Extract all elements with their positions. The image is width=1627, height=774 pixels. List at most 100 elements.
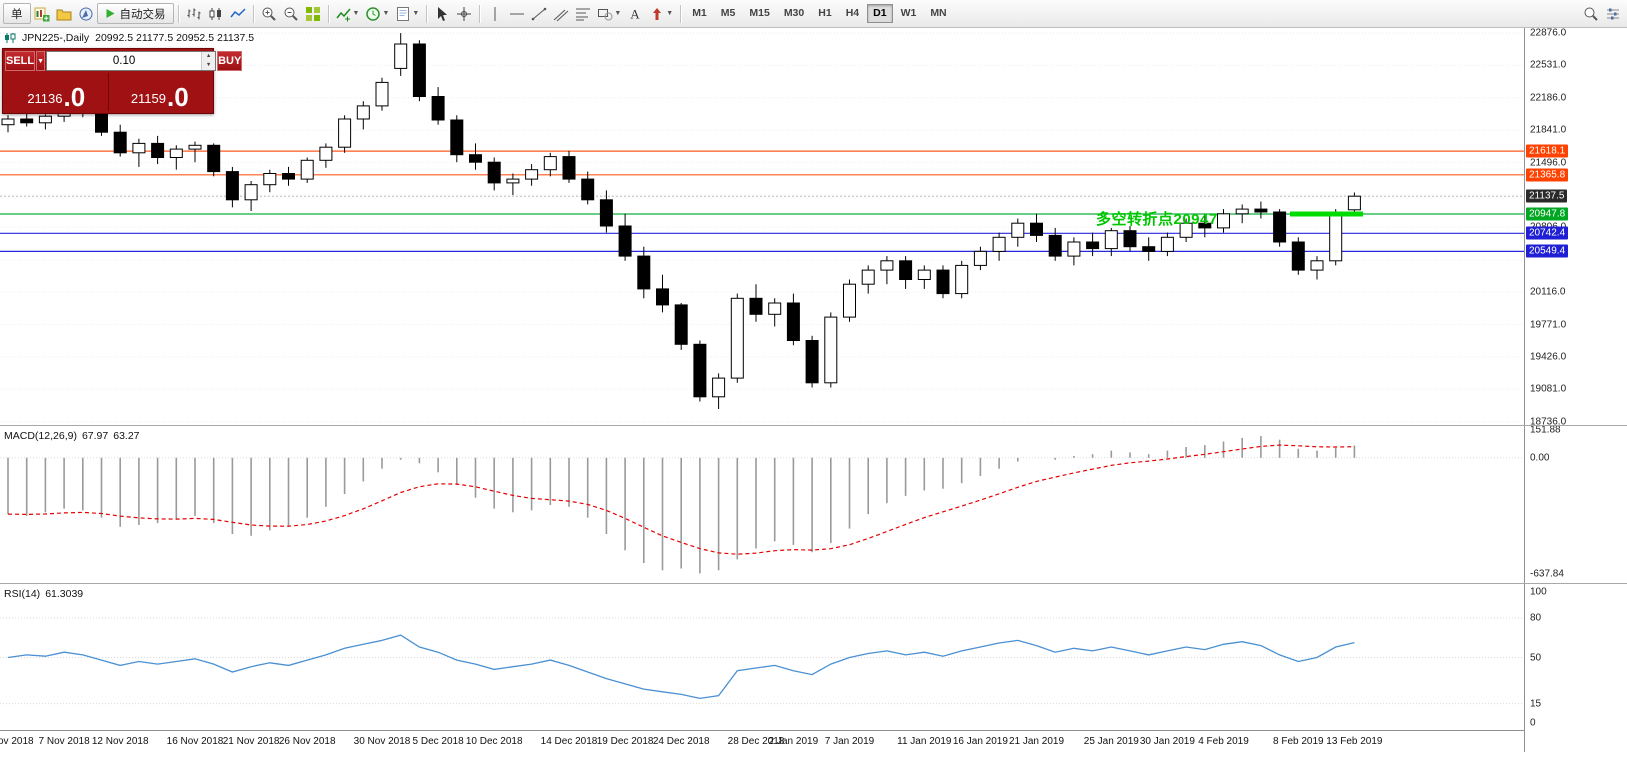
- timeframe-m5-button[interactable]: M5: [715, 4, 742, 23]
- date-label: 30 Nov 2018: [353, 736, 411, 747]
- timeframe-w1-button[interactable]: W1: [895, 4, 923, 23]
- crosshair-button[interactable]: [453, 3, 475, 25]
- bar-chart-button[interactable]: [183, 3, 205, 25]
- rsi-indicator-label: RSI(14) 61.3039: [4, 588, 84, 600]
- volume-input[interactable]: [47, 52, 202, 70]
- cursor-button[interactable]: [431, 3, 453, 25]
- vertical-line-button[interactable]: [484, 3, 506, 25]
- text-button[interactable]: A: [624, 3, 646, 25]
- buy-price[interactable]: 21159.0: [130, 81, 189, 112]
- shapes-button[interactable]: ▼: [594, 3, 624, 25]
- date-label: 5 Dec 2018: [412, 736, 464, 747]
- price-axis-label: 20116.0: [1530, 286, 1566, 298]
- panel-divider[interactable]: [0, 583, 1627, 584]
- trade-options-dropdown[interactable]: ▼: [36, 51, 46, 71]
- periods-button[interactable]: ▼: [362, 3, 392, 25]
- chart-title: JPN225-,Daily 20992.5 21177.5 20952.5 21…: [4, 32, 254, 44]
- indicators-button[interactable]: ▼: [333, 3, 363, 25]
- date-label: 24 Dec 2018: [652, 736, 710, 747]
- chart-window[interactable]: JPN225-,Daily 20992.5 21177.5 20952.5 21…: [0, 28, 1627, 774]
- macd-axis-label: -637.84: [1530, 568, 1564, 579]
- horizontal-line-button[interactable]: [506, 3, 528, 25]
- rsi-panel[interactable]: [0, 585, 1524, 730]
- svg-text:A: A: [631, 6, 641, 21]
- price-line-tag: 20947.8: [1526, 207, 1569, 221]
- rsi-axis-label: 0: [1530, 717, 1536, 729]
- tile-windows-button[interactable]: [302, 3, 324, 25]
- price-axis-label: 22186.0: [1530, 92, 1567, 104]
- rsi-axis-label: 50: [1530, 652, 1542, 663]
- date-label: 25 Jan 2019: [1083, 736, 1139, 747]
- sell-button[interactable]: SELL: [5, 51, 36, 71]
- timeframe-m30-button[interactable]: M30: [778, 4, 810, 23]
- price-axis-label: 22876.0: [1530, 27, 1567, 39]
- date-label: 8 Feb 2019: [1272, 736, 1324, 747]
- one-click-trading-panel: SELL ▼ ▲ ▼ BUY 21136.0 21159.0: [2, 48, 243, 114]
- toolbar-separator: [177, 4, 179, 23]
- fibonacci-button[interactable]: [572, 3, 594, 25]
- timeframe-m1-button[interactable]: M1: [686, 4, 713, 23]
- price-axis-label: 19081.0: [1530, 383, 1567, 395]
- autotrade-button[interactable]: 自动交易: [96, 3, 174, 24]
- sell-price[interactable]: 21136.0: [27, 81, 86, 112]
- price-axis-label: 21496.0: [1530, 157, 1567, 169]
- panel-divider[interactable]: [0, 425, 1627, 426]
- chart-icon: [5, 33, 16, 43]
- date-label: 28 Dec 2018: [727, 736, 785, 747]
- macd-panel[interactable]: [0, 427, 1524, 583]
- zoom-out-button[interactable]: [280, 3, 302, 25]
- price-axis-label: 18736.0: [1530, 416, 1567, 428]
- rsi-axis-label: 80: [1530, 612, 1542, 624]
- price-line-tag: 20742.4: [1526, 226, 1569, 240]
- date-label: 30 Jan 2019: [1139, 736, 1195, 747]
- new-chart-icon[interactable]: [31, 3, 53, 25]
- dropdown-arrow-icon: ▼: [666, 10, 674, 17]
- price-line-tag: 21365.8: [1526, 168, 1569, 182]
- equidistant-channel-button[interactable]: [550, 3, 572, 25]
- date-label: 2 Nov 2018: [0, 736, 34, 747]
- search-button[interactable]: [1580, 3, 1602, 25]
- volume-decrease-button[interactable]: ▼: [202, 61, 216, 70]
- rsi-axis-label: 15: [1530, 698, 1542, 710]
- date-label: 14 Dec 2018: [540, 736, 598, 747]
- price-line-tag: 21137.5: [1526, 189, 1568, 203]
- templates-button[interactable]: ▼: [392, 3, 422, 25]
- arrows-button[interactable]: ▼: [646, 3, 676, 25]
- macd-axis-label: 0.00: [1530, 452, 1550, 464]
- date-label: 19 Dec 2018: [596, 736, 654, 747]
- dropdown-arrow-icon: ▼: [352, 10, 360, 17]
- new-order-button[interactable]: 单: [3, 3, 31, 24]
- price-chart[interactable]: [0, 28, 1524, 425]
- ohlc-values: 20992.5 21177.5 20952.5 21137.5: [95, 32, 255, 44]
- toolbar-separator: [680, 4, 682, 23]
- chart-settings-button[interactable]: [1602, 3, 1624, 25]
- navigator-icon[interactable]: [75, 3, 97, 25]
- timeframe-h4-button[interactable]: H4: [840, 4, 865, 23]
- volume-increase-button[interactable]: ▲: [202, 52, 216, 61]
- date-label: 10 Dec 2018: [465, 736, 523, 747]
- timeframe-d1-button[interactable]: D1: [867, 4, 893, 23]
- date-label: 2 Jan 2019: [768, 736, 819, 747]
- date-label: 12 Nov 2018: [91, 736, 149, 747]
- timeframe-h1-button[interactable]: H1: [812, 4, 837, 23]
- price-axis[interactable]: 22876.022531.022186.021841.021496.020806…: [1524, 28, 1627, 752]
- chart-annotation[interactable]: 多空转折点20947: [1096, 211, 1218, 228]
- timeframe-mn-button[interactable]: MN: [924, 4, 952, 23]
- toolbar-separator: [479, 4, 481, 23]
- date-label: 21 Jan 2019: [1008, 736, 1065, 747]
- buy-button[interactable]: BUY: [217, 51, 243, 71]
- candlestick-chart-button[interactable]: [205, 3, 227, 25]
- timeframe-m15-button[interactable]: M15: [743, 4, 775, 23]
- zoom-in-button[interactable]: [258, 3, 280, 25]
- date-label: 21 Nov 2018: [222, 736, 280, 747]
- date-label: 16 Nov 2018: [166, 736, 224, 747]
- line-chart-button[interactable]: [227, 3, 249, 25]
- price-line-tag: 21618.1: [1526, 144, 1569, 158]
- date-label: 11 Jan 2019: [897, 736, 952, 747]
- rsi-axis-label: 100: [1530, 586, 1547, 598]
- price-axis-label: 22531.0: [1530, 59, 1567, 71]
- profiles-icon[interactable]: [53, 3, 75, 25]
- trendline-button[interactable]: [528, 3, 550, 25]
